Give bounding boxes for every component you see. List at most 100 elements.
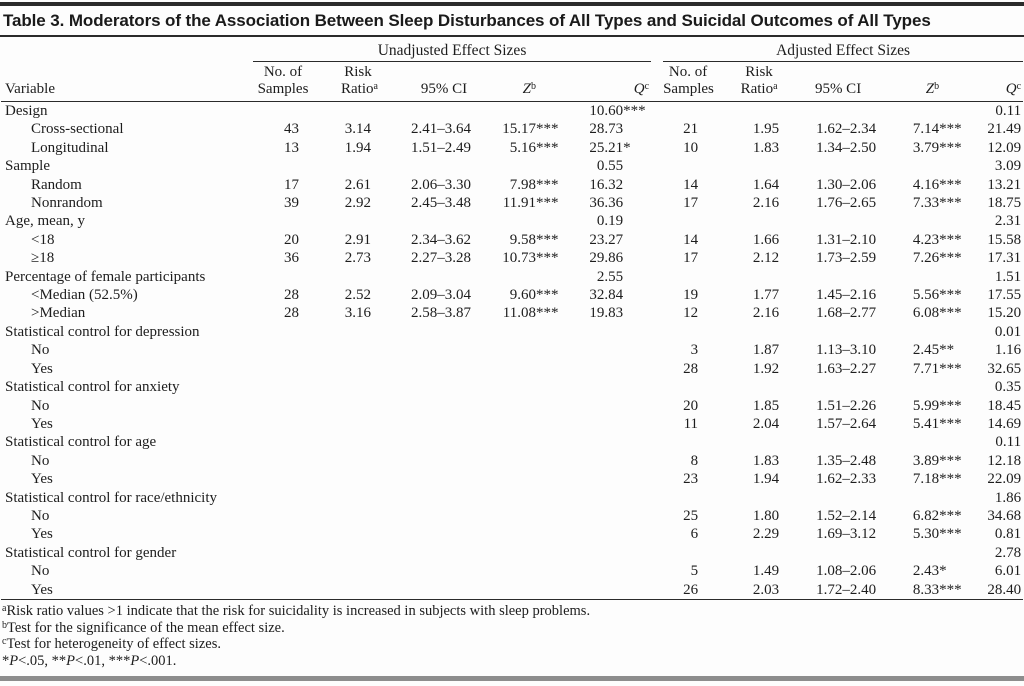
cell-unadjusted-z [473,433,539,451]
cell-unadjusted-z: 7.98*** [509,176,559,193]
column-gap [651,562,663,580]
cell-value: 2.27–3.28 [411,250,471,267]
cell-adjusted-riskratio: 1.83 [713,139,781,157]
cell-adjusted-samples: 23 [663,470,713,488]
cell-adjusted-riskratio: 1.49 [713,562,781,580]
q-symbol: Q [1005,81,1017,97]
table-row: ≥18 36 2.73 2.27–3.28 10.73*** 29.86 17 … [1,249,1023,267]
cell-value: 1.57–2.64 [816,415,877,432]
cell-unadjusted-riskratio [313,470,375,488]
cell-adjusted-z [879,157,943,175]
cell-adjusted-ci: 1.45–2.16 [781,286,879,304]
cell-value: 0.11 [995,103,1022,119]
col-header-z-adjusted: Zb [879,61,944,102]
cell-unadjusted-samples: 28 [253,286,313,304]
cell-value: 43 [284,121,299,138]
cell-value: 2.91 [344,231,371,248]
cell-adjusted-q: 18.45 [943,397,1023,415]
row-label: Statistical control for anxiety [5,379,180,396]
cell-value: 2.04 [752,415,780,432]
table-row: Nonrandom 39 2.92 2.45–3.48 11.91*** 36.… [1,194,1023,212]
cell-value: 1.83 [752,139,780,156]
cell-unadjusted-z: 9.58*** [509,231,559,248]
column-gap [651,268,663,286]
table-row: No 5 1.49 1.08–2.06 2.43* 6.01 [1,562,1023,580]
cell-value: 1.92 [752,360,780,377]
table-row: Longitudinal 13 1.94 1.51–2.49 5.16*** 2… [1,139,1023,157]
cell-unadjusted-riskratio [313,489,375,507]
cell-unadjusted-riskratio: 1.94 [313,139,375,157]
col-header-risk-line2: Ratio [740,81,774,97]
cell-value: 14.69 [987,415,1022,432]
cell-unadjusted-samples [253,268,313,286]
cell-adjusted-ci [781,433,879,451]
col-header-samples-line1: No. of [263,64,303,80]
table-row: <18 20 2.91 2.34–3.62 9.58*** 23.27 14 1… [1,231,1023,249]
gap-header [651,61,664,102]
cell-value: 2.06–3.30 [411,176,471,193]
q-symbol: Q [633,81,645,97]
cell-value: 23 [683,471,699,488]
cell-adjusted-samples [663,378,713,396]
cell-value: 7.26 [912,250,940,267]
cell-unadjusted-z [473,525,539,543]
cell-value: 1.51–2.49 [411,139,471,156]
cell-unadjusted-samples [253,489,313,507]
cell-adjusted-riskratio: 2.16 [713,194,781,212]
col-header-q-unadjusted: Qc [539,61,652,102]
row-label: No [31,507,50,524]
cell-adjusted-q: 0.81 [943,525,1023,543]
cell-adjusted-riskratio: 2.29 [713,525,781,543]
row-label: Age, mean, y [5,213,85,230]
column-gap [651,360,663,378]
cell-value: 3.89 [912,452,940,469]
table-row: Statistical control for depression 0.01 [1,323,1023,341]
cell-adjusted-riskratio [713,433,781,451]
cell-adjusted-samples: 5 [663,562,713,580]
table-row: >Median 28 3.16 2.58–3.87 11.08*** 19.83… [1,304,1023,322]
table-row: Statistical control for anxiety 0.35 [1,378,1023,396]
column-header-row: Variable No. of Samples Risk Ratioa 95% CI… [1,61,1024,102]
cell-value: 7.98 [509,176,536,193]
cell-unadjusted-q [539,544,651,562]
cell-unadjusted-ci [375,397,473,415]
cell-unadjusted-z [473,562,539,580]
cell-adjusted-q: 32.65 [943,360,1023,378]
cell-adjusted-z [879,102,943,121]
cell-adjusted-q: 13.21 [943,176,1023,194]
cell-value: 17.55 [987,287,1022,304]
cell-value: 1.68–2.77 [816,305,877,322]
column-gap [651,341,663,359]
cell-unadjusted-z [473,157,539,175]
cell-value: 5.41 [912,415,940,432]
cell-value: 2.61 [344,176,371,193]
cell-value: 2.58–3.87 [411,305,471,322]
footnote-marker-b: b [531,81,536,92]
cell-adjusted-ci [781,268,879,286]
column-gap [651,102,663,121]
cell-adjusted-samples [663,544,713,562]
cell-adjusted-samples: 17 [663,194,713,212]
table-row: No 8 1.83 1.35–2.48 3.89*** 12.18 [1,452,1023,470]
cell-unadjusted-riskratio [313,268,375,286]
cell-value: 2.03 [752,581,780,598]
cell-unadjusted-z: 10.73*** [502,250,559,267]
cell-value: 10 [683,139,699,156]
cell-adjusted-q: 6.01 [943,562,1023,580]
cell-adjusted-ci: 1.72–2.40 [781,581,879,600]
table-row: Statistical control for age 0.11 [1,433,1023,451]
cell-value: 2.41–3.64 [411,121,471,138]
title-rule [0,35,1024,37]
cell-unadjusted-samples [253,102,313,121]
cell-value: 2.78 [994,544,1022,561]
row-label: Yes [31,526,53,543]
cell-unadjusted-z [473,360,539,378]
cell-value: 3.09 [994,158,1022,175]
cell-value: 1.86 [994,489,1022,506]
table-row: Age, mean, y 0.19 2.31 [1,212,1023,230]
cell-adjusted-q: 2.78 [943,544,1023,562]
column-gap [651,544,663,562]
row-label: Random [31,176,82,193]
cell-unadjusted-q [539,323,651,341]
cell-adjusted-z: 8.33*** [912,581,962,598]
